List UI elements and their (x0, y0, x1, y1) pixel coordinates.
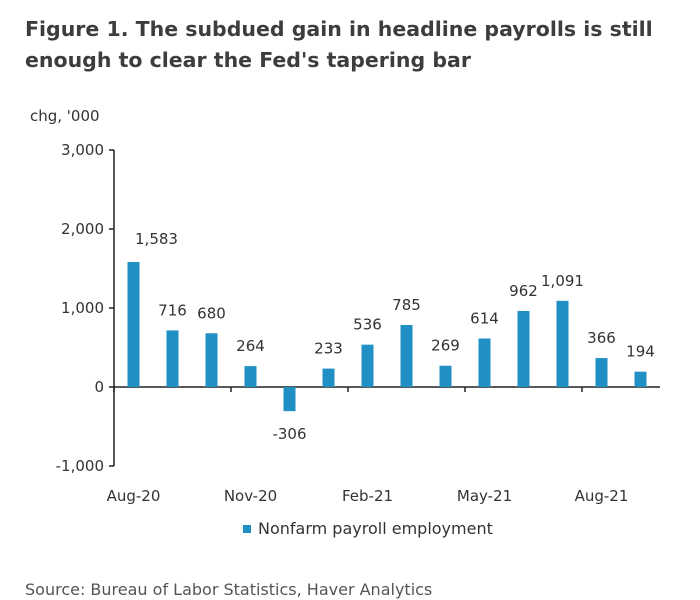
chart-title-line-2: enough to clear the Fed's tapering bar (25, 48, 471, 72)
bar (127, 261, 140, 387)
x-tick-label: May-21 (457, 487, 512, 505)
y-axis: 3,000 2,000 1,000 0 -1,000 (56, 141, 115, 475)
x-axis: Aug-20 Nov-20 Feb-21 May-21 Aug-21 (107, 386, 660, 505)
bar (283, 387, 296, 412)
bar (439, 365, 452, 387)
data-label: 194 (626, 343, 655, 361)
bar (478, 338, 491, 387)
y-tick-label: -1,000 (56, 457, 104, 475)
data-label: 366 (587, 329, 616, 347)
bar (556, 300, 569, 387)
y-tick-label: 1,000 (61, 299, 104, 317)
y-tick-label: 0 (94, 378, 104, 396)
data-labels: 1,583 716 680 264 -306 233 536 785 269 614 9621,09… (135, 230, 655, 443)
data-label: 716 (158, 301, 187, 319)
data-label: -306 (272, 425, 306, 443)
data-label: 1,091 (541, 272, 584, 290)
data-label: 264 (236, 337, 265, 355)
data-label: 785 (392, 296, 421, 314)
bar (400, 324, 413, 387)
bar (517, 311, 530, 387)
bar (244, 366, 257, 387)
legend-label: Nonfarm payroll employment (258, 519, 493, 538)
data-label: 1,583 (135, 230, 178, 248)
x-tick-label: Aug-21 (575, 487, 629, 505)
x-tick-label: Nov-20 (224, 487, 277, 505)
data-label: 536 (353, 316, 382, 334)
data-label: 614 (470, 309, 499, 327)
chart-title: Figure 1. The subdued gain in headline p… (25, 14, 665, 76)
data-label: 233 (314, 340, 343, 358)
bar (322, 368, 335, 387)
legend: Nonfarm payroll employment (243, 519, 493, 538)
bar (595, 358, 608, 387)
bar (205, 333, 218, 387)
data-label: 962 (509, 282, 538, 300)
data-label: 680 (197, 304, 226, 322)
y-tick-label: 2,000 (61, 220, 104, 238)
chart-title-line-1: Figure 1. The subdued gain in headline p… (25, 17, 653, 41)
bar (361, 344, 374, 387)
source-note: Source: Bureau of Labor Statistics, Have… (25, 580, 433, 599)
bar (166, 330, 179, 387)
data-label: 269 (431, 337, 460, 355)
y-tick-label: 3,000 (61, 141, 104, 159)
legend-swatch (243, 524, 251, 533)
bar (634, 371, 647, 387)
y-axis-label: chg, '000 (30, 107, 100, 125)
x-tick-label: Aug-20 (107, 487, 161, 505)
x-tick-label: Feb-21 (342, 487, 393, 505)
bar-series (127, 261, 647, 412)
